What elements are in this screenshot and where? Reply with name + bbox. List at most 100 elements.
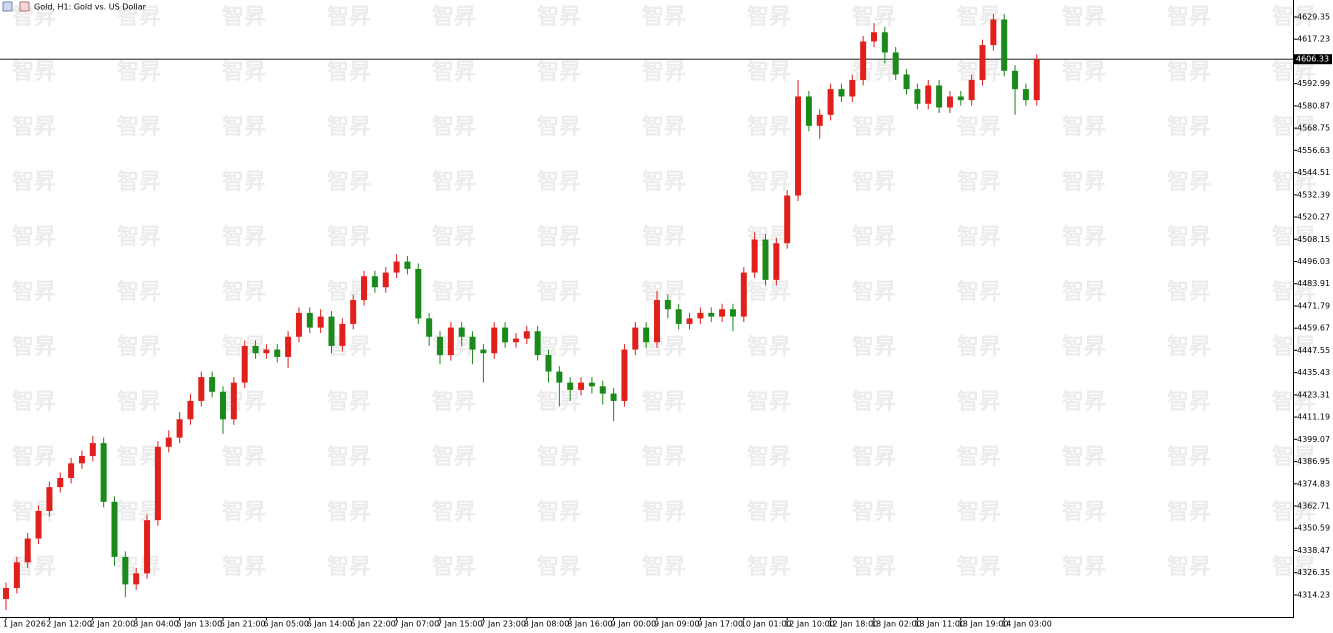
candle-body — [512, 338, 519, 343]
watermark: 智昇 — [12, 4, 56, 30]
watermark: 智昇 — [12, 389, 56, 415]
candle-body — [936, 85, 943, 108]
candle-body — [523, 331, 530, 339]
watermark: 智昇 — [117, 169, 161, 195]
watermark: 智昇 — [852, 554, 896, 580]
y-tick-label: 4326.35 — [1297, 568, 1330, 577]
x-tick-label: 5 Jan 13:00 — [177, 620, 223, 629]
candle-body — [968, 79, 975, 101]
candle-body — [762, 239, 769, 280]
watermark: 智昇 — [957, 499, 1001, 525]
candle-body — [697, 312, 704, 319]
candle-body — [502, 327, 509, 343]
watermark: 智昇 — [327, 389, 371, 415]
watermark: 智昇 — [327, 169, 371, 195]
watermark: 智昇 — [1167, 224, 1211, 250]
chart-title: Gold, H1: Gold vs. US Dollar — [34, 3, 147, 12]
candle-body — [654, 300, 660, 343]
x-tick-label: 8 Jan 08:00 — [524, 620, 570, 629]
chart-icon — [2, 1, 13, 12]
watermark: 智昇 — [117, 224, 161, 250]
watermark: 智昇 — [12, 224, 56, 250]
watermark: 智昇 — [222, 389, 266, 415]
candle-body — [860, 41, 867, 80]
watermark: 智昇 — [1167, 444, 1211, 470]
candle-body — [914, 89, 921, 104]
candle-body — [437, 336, 443, 356]
watermark: 智昇 — [642, 334, 686, 360]
watermark: 智昇 — [747, 444, 791, 470]
y-tick-label: 4580.87 — [1297, 101, 1330, 110]
x-tick-label: 13 Jan 02:00 — [871, 620, 922, 629]
watermark: 智昇 — [1167, 334, 1211, 360]
candle-body — [556, 371, 563, 383]
watermark: 智昇 — [1272, 224, 1316, 250]
candle-body — [133, 573, 140, 585]
watermark: 智昇 — [642, 444, 686, 470]
watermark: 智昇 — [537, 279, 581, 305]
x-tick-label: 13 Jan 19:00 — [958, 620, 1009, 629]
watermark: 智昇 — [1062, 389, 1106, 415]
y-tick-label: 4471.79 — [1297, 301, 1330, 310]
y-tick-label: 4338.47 — [1297, 546, 1330, 555]
candle-body — [827, 89, 834, 115]
candle-body — [426, 318, 433, 337]
candle-body — [643, 327, 650, 343]
candle-body — [1022, 89, 1029, 101]
candle-body — [1033, 59, 1040, 101]
x-tick-label: 1 Jan 2026 — [3, 620, 46, 629]
watermark: 智昇 — [1062, 4, 1106, 30]
watermark: 智昇 — [1167, 279, 1211, 305]
watermark: 智昇 — [642, 224, 686, 250]
candle-body — [285, 336, 292, 357]
watermark: 智昇 — [432, 499, 476, 525]
candle-body — [632, 327, 639, 350]
candle-body — [252, 345, 259, 354]
candle-body — [881, 32, 888, 53]
candle-body — [751, 239, 758, 273]
watermark: 智昇 — [537, 169, 581, 195]
candle-body — [946, 96, 953, 108]
candle-body — [708, 312, 715, 317]
y-tick-label: 4544.51 — [1297, 168, 1330, 177]
candle-body — [111, 501, 118, 557]
watermark: 智昇 — [957, 554, 1001, 580]
watermark: 智昇 — [537, 114, 581, 140]
watermark: 智昇 — [1167, 114, 1211, 140]
watermark: 智昇 — [537, 444, 581, 470]
candle-body — [295, 312, 302, 337]
y-tick-label: 4374.83 — [1297, 479, 1330, 488]
y-tick-label: 4568.75 — [1297, 124, 1330, 133]
candle-body — [1012, 70, 1019, 90]
candle-body — [144, 520, 151, 574]
watermark: 智昇 — [537, 59, 581, 85]
watermark: 智昇 — [432, 389, 476, 415]
watermark: 智昇 — [957, 279, 1001, 305]
y-tick-label: 4592.99 — [1297, 79, 1330, 88]
watermark: 智昇 — [222, 499, 266, 525]
candle-body — [545, 355, 552, 372]
y-tick-label: 4447.55 — [1297, 346, 1330, 355]
watermark: 智昇 — [747, 279, 791, 305]
watermark: 智昇 — [642, 4, 686, 30]
watermark: 智昇 — [957, 169, 1001, 195]
watermark: 智昇 — [222, 444, 266, 470]
watermark: 智昇 — [1167, 389, 1211, 415]
watermark: 智昇 — [117, 279, 161, 305]
watermark: 智昇 — [852, 224, 896, 250]
watermark: 智昇 — [432, 554, 476, 580]
y-tick-label: 4532.39 — [1297, 190, 1330, 199]
x-tick-label: 6 Jan 22:00 — [350, 620, 396, 629]
candle-body — [621, 349, 628, 401]
candle-body — [274, 349, 281, 357]
candle-body — [13, 562, 20, 589]
watermark: 智昇 — [117, 444, 161, 470]
watermark: 智昇 — [1062, 224, 1106, 250]
x-tick-label: 7 Jan 23:00 — [480, 620, 526, 629]
watermark: 智昇 — [117, 114, 161, 140]
watermark: 智昇 — [537, 4, 581, 30]
watermark: 智昇 — [12, 59, 56, 85]
watermark: 智昇 — [747, 499, 791, 525]
